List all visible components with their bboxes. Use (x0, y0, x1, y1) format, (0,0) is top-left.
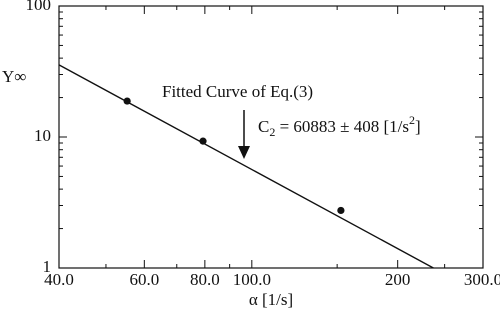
y-tick-label: 1 (43, 257, 52, 276)
x-tick-label: 300.0 (464, 270, 500, 289)
eq-sub: 2 (269, 125, 275, 139)
x-tick-label: 80.0 (190, 270, 220, 289)
eq-sup: 2 (409, 113, 415, 127)
arrow-head (238, 146, 250, 159)
x-tick-label: 200 (385, 270, 411, 289)
data-point (123, 97, 131, 105)
y-tick-label: 10 (34, 126, 51, 145)
x-tick-label: 60.0 (129, 270, 159, 289)
y-tick-label: 100 (26, 0, 52, 14)
annotation: Fitted Curve of Eq.(3) (162, 82, 313, 101)
x-tick-label: 100.0 (233, 270, 271, 289)
equation: C2 = 60883 ± 408 [1/s2] (258, 113, 421, 139)
eq-body: = 60883 ± 408 [1/s (275, 117, 409, 136)
fit-line (58, 64, 434, 269)
eq-c: C (258, 117, 269, 136)
x-tick-label: 40.0 (44, 270, 74, 289)
data-point (199, 137, 207, 145)
eq-end: ] (415, 117, 421, 136)
x-axis-label: α [1/s] (249, 290, 293, 309)
y-axis-label: Y∞ (2, 67, 26, 86)
data-point (337, 206, 345, 215)
